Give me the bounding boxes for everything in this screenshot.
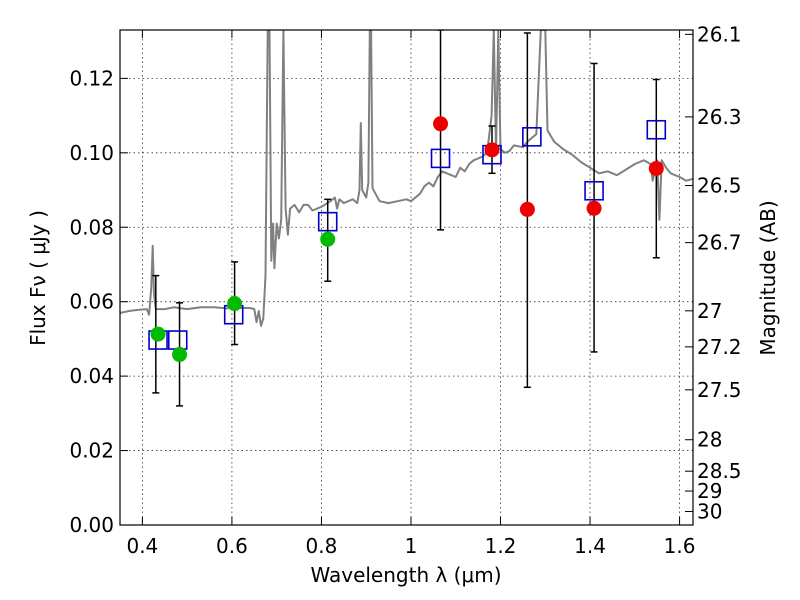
- axis-ticks: [120, 30, 693, 526]
- right-tick-label: 27.2: [697, 335, 742, 359]
- x-tick-label: 0.8: [306, 534, 338, 558]
- right-tick-label: 30: [697, 499, 722, 523]
- right-tick-label: 26.7: [697, 231, 742, 255]
- observed-point-red: [648, 160, 664, 176]
- observed-point-red: [484, 142, 500, 158]
- x-tick-label: 1.6: [664, 534, 696, 558]
- x-axis-label: Wavelength λ (μm): [310, 563, 501, 587]
- right-tick-label: 26.1: [697, 22, 742, 46]
- model-square-marker: [317, 211, 338, 232]
- right-tick-label: 29: [697, 479, 722, 503]
- right-tick-label: 28.5: [697, 459, 742, 483]
- model-square-marker: [522, 127, 542, 147]
- right-tick-label: 26.3: [697, 105, 742, 129]
- y-tick-label: 0.04: [69, 364, 114, 388]
- model-square-marker: [167, 330, 188, 350]
- y-axis-label: Flux Fν ( μJy ): [26, 210, 50, 346]
- observed-point-red: [433, 116, 449, 132]
- x-tick-label: 1.4: [574, 534, 606, 558]
- observed-point-red: [519, 201, 535, 217]
- x-tick-label: 0.4: [126, 534, 158, 558]
- right-axis-label: Magnitude (AB): [756, 200, 780, 355]
- y-tick-label: 0.02: [69, 439, 114, 463]
- observed-point-green: [320, 231, 336, 247]
- x-tick-label: 0.6: [216, 534, 248, 558]
- observed-point-green: [227, 296, 243, 312]
- observed-point-red: [586, 200, 602, 216]
- right-tick-label: 27.5: [697, 378, 742, 402]
- right-tick-label: 27: [697, 299, 722, 323]
- plot-frame: [119, 29, 694, 526]
- model-square-marker: [430, 148, 451, 169]
- y-tick-label: 0.06: [69, 290, 114, 314]
- model-square-marker: [584, 180, 604, 201]
- x-tick-label: 1: [405, 534, 418, 558]
- tick-labels: 0.4 0.6 0.8 1 1.2 1.4 1.6 0.00 0.02 0.04 0.06 0.08 0…: [69, 22, 741, 558]
- plot-area: [120, 30, 693, 407]
- right-tick-label: 26.5: [697, 174, 742, 198]
- observed-point-green: [150, 326, 166, 342]
- y-tick-label: 0.10: [69, 141, 114, 165]
- y-tick-label: 0.12: [69, 66, 114, 90]
- spectrum-line: [120, 30, 693, 327]
- model-square-marker: [646, 119, 667, 140]
- observed-point-green: [172, 347, 188, 363]
- grid: [120, 30, 693, 526]
- y-tick-label: 0.08: [69, 215, 114, 239]
- right-tick-label: 28: [697, 428, 722, 452]
- x-tick-label: 1.2: [485, 534, 517, 558]
- y-tick-label: 0.00: [69, 513, 114, 537]
